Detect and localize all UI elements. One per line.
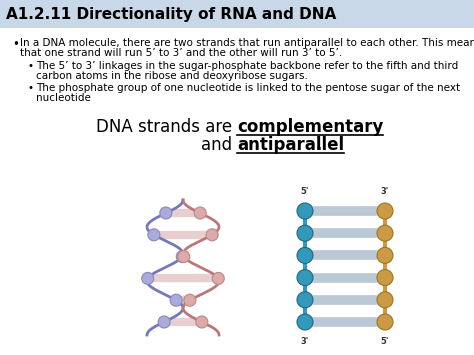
Circle shape: [148, 229, 160, 241]
FancyBboxPatch shape: [0, 0, 474, 28]
Circle shape: [196, 316, 208, 328]
Text: carbon atoms in the ribose and deoxyribose sugars.: carbon atoms in the ribose and deoxyribo…: [36, 71, 308, 81]
Circle shape: [377, 225, 393, 241]
Circle shape: [159, 317, 169, 327]
Circle shape: [143, 273, 153, 283]
Text: •: •: [12, 38, 19, 51]
Circle shape: [176, 251, 188, 263]
Circle shape: [171, 295, 181, 305]
Text: The phosphate group of one nucleotide is linked to the pentose sugar of the next: The phosphate group of one nucleotide is…: [36, 83, 460, 93]
Text: that one strand will run 5’ to 3’ and the other will run 3’ to 5’.: that one strand will run 5’ to 3’ and th…: [20, 48, 342, 58]
Text: 5': 5': [381, 337, 389, 346]
FancyBboxPatch shape: [0, 28, 474, 355]
Circle shape: [142, 272, 154, 284]
Circle shape: [297, 269, 313, 286]
Circle shape: [377, 269, 393, 286]
Text: DNA strands are: DNA strands are: [96, 118, 237, 136]
Circle shape: [161, 208, 171, 218]
Circle shape: [184, 294, 196, 306]
Text: 5': 5': [301, 187, 309, 196]
Text: A1.2.11 Directionality of RNA and DNA: A1.2.11 Directionality of RNA and DNA: [6, 7, 336, 22]
Circle shape: [197, 317, 207, 327]
Circle shape: [206, 229, 218, 241]
Circle shape: [297, 203, 313, 219]
Text: and: and: [201, 136, 237, 154]
Text: .: .: [315, 136, 321, 154]
Text: The 5’ to 3’ linkages in the sugar-phosphate backbone refer to the fifth and thi: The 5’ to 3’ linkages in the sugar-phosp…: [36, 61, 458, 71]
Circle shape: [207, 230, 217, 240]
Circle shape: [178, 251, 190, 263]
Text: •: •: [28, 83, 34, 93]
Text: complementary: complementary: [237, 118, 383, 136]
Circle shape: [213, 273, 223, 283]
Text: •: •: [28, 61, 34, 71]
Text: 3': 3': [381, 187, 389, 196]
Circle shape: [158, 316, 170, 328]
Circle shape: [377, 314, 393, 330]
Circle shape: [377, 247, 393, 263]
Circle shape: [177, 252, 187, 262]
Circle shape: [297, 314, 313, 330]
Circle shape: [185, 295, 195, 305]
Circle shape: [170, 294, 182, 306]
Circle shape: [149, 230, 159, 240]
Circle shape: [194, 207, 206, 219]
Circle shape: [297, 247, 313, 263]
Circle shape: [179, 252, 189, 262]
Circle shape: [212, 272, 224, 284]
Text: In a DNA molecule, there are two strands that run antiparallel to each other. Th: In a DNA molecule, there are two strands…: [20, 38, 474, 48]
Text: antiparallel: antiparallel: [237, 136, 344, 154]
Circle shape: [160, 207, 172, 219]
Circle shape: [297, 225, 313, 241]
Text: 3': 3': [301, 337, 309, 346]
Circle shape: [377, 292, 393, 308]
Circle shape: [297, 292, 313, 308]
Circle shape: [377, 203, 393, 219]
Text: nucleotide: nucleotide: [36, 93, 91, 103]
Circle shape: [195, 208, 205, 218]
